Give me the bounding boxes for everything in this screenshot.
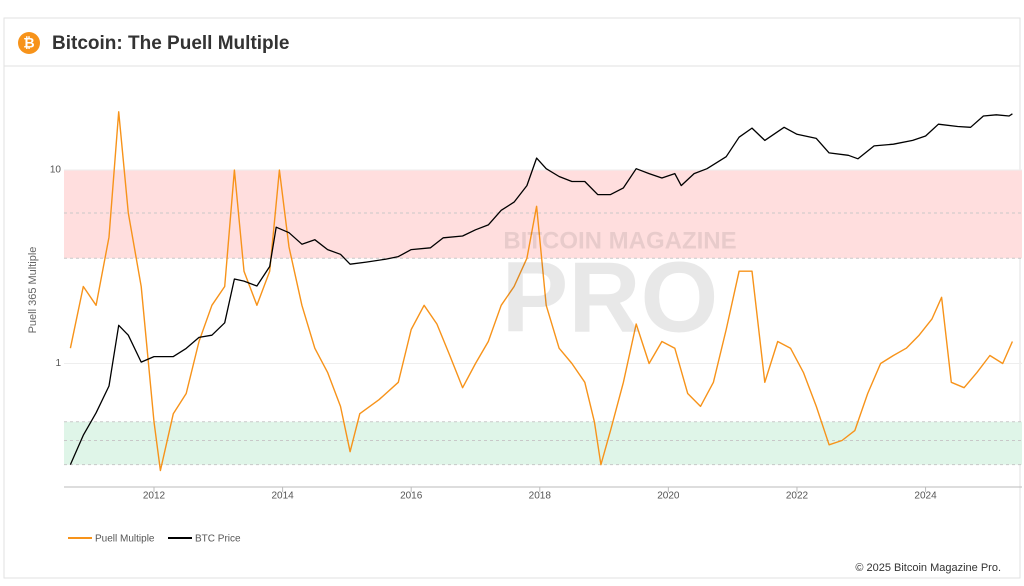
y-tick-label: 1 bbox=[55, 358, 61, 369]
watermark-text: BITCOIN MAGAZINE bbox=[503, 227, 736, 254]
series-line bbox=[69, 111, 1014, 472]
card bbox=[3, 17, 1021, 579]
footer: © 2025 Bitcoin Magazine Pro. bbox=[855, 562, 1001, 574]
x-tick-label: 2014 bbox=[271, 491, 294, 502]
band bbox=[64, 421, 1022, 465]
watermark-text: PRO bbox=[502, 241, 719, 353]
legend-label: Puell Multiple bbox=[95, 534, 155, 545]
bitcoin-symbol: ₿ bbox=[23, 35, 34, 51]
x-tick-label: 2022 bbox=[786, 491, 809, 502]
x-tick-label: 2016 bbox=[400, 491, 423, 502]
plot-layer bbox=[64, 111, 1022, 472]
x-tick-label: 2020 bbox=[657, 491, 680, 502]
y-tick-label: 10 bbox=[50, 165, 62, 176]
watermark: BITCOIN MAGAZINE PRO bbox=[502, 227, 737, 353]
bitcoin-icon bbox=[18, 32, 40, 54]
y-axis-label: Puell 365 Multiple bbox=[27, 247, 39, 334]
x-tick-label: 2024 bbox=[914, 491, 937, 502]
band bbox=[64, 170, 1022, 259]
x-tick-label: 2018 bbox=[529, 491, 552, 502]
series-line bbox=[69, 113, 1013, 465]
legend-label: BTC Price bbox=[195, 534, 241, 545]
x-tick-label: 2012 bbox=[143, 491, 166, 502]
chart-title: Bitcoin: The Puell Multiple bbox=[52, 33, 290, 54]
